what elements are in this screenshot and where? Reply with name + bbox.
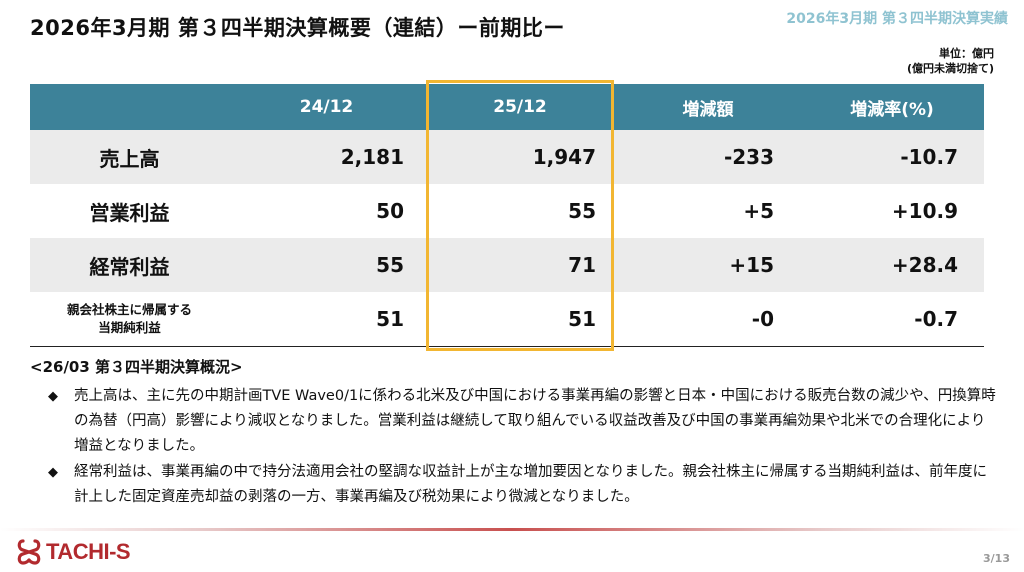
row-label: 経常利益 bbox=[30, 238, 229, 292]
cell-value: -10.7 bbox=[800, 130, 984, 184]
section-header: 2026年3月期 第３四半期決算実績 bbox=[786, 11, 1008, 27]
cell-value: 51 bbox=[424, 292, 616, 347]
bullet-text: 経常利益は、事業再編の中で持分法適用会社の堅調な収益計上が主な増加要因となりまし… bbox=[74, 464, 988, 505]
unit-rounding-note: (億円未満切捨て) bbox=[906, 62, 994, 75]
cell-value: 2,181 bbox=[229, 130, 424, 184]
header-blank bbox=[30, 84, 229, 130]
cell-value: 55 bbox=[568, 199, 596, 223]
summary-heading: <26/03 第３四半期決算概況> bbox=[30, 358, 243, 376]
footer-divider bbox=[0, 528, 1024, 531]
list-item: ◆ 売上高は、主に先の中期計画TVE Wave0/1に係わる北米及び中国における… bbox=[46, 384, 996, 459]
cell-value: +28.4 bbox=[800, 238, 984, 292]
page-number: 3/13 bbox=[983, 552, 1010, 565]
list-item: ◆ 経常利益は、事業再編の中で持分法適用会社の堅調な収益計上が主な増加要因となり… bbox=[46, 460, 996, 510]
cell-value: +5 bbox=[743, 199, 774, 223]
cell-value: -233 bbox=[616, 130, 800, 184]
cell-value: +15 bbox=[616, 238, 800, 292]
column-header: 25/12 bbox=[424, 84, 616, 130]
unit-label: 単位：億円 bbox=[939, 47, 994, 60]
row-label: 営業利益 bbox=[89, 200, 170, 225]
company-logo: TACHI-S bbox=[16, 537, 131, 567]
diamond-bullet-icon: ◆ bbox=[48, 465, 58, 480]
unit-note: 単位：億円 (億円未満切捨て) bbox=[907, 46, 994, 76]
cell-value: 55 bbox=[229, 238, 424, 292]
table-header-row: 24/12 25/12 増減額 増減率(%) bbox=[30, 84, 984, 130]
cell-value: 51 bbox=[229, 292, 424, 347]
cell-value: -0.7 bbox=[800, 292, 984, 347]
column-header: 24/12 bbox=[229, 84, 424, 130]
row-label-line: 当期純利益 bbox=[98, 320, 161, 335]
cell-value: +10.9 bbox=[891, 199, 958, 223]
table-row: 親会社株主に帰属する 当期純利益 51 51 -0 -0.7 bbox=[30, 292, 984, 347]
cell-value: 71 bbox=[424, 238, 616, 292]
diamond-bullet-icon: ◆ bbox=[48, 389, 58, 404]
cell-value: 50 bbox=[376, 199, 404, 223]
table-row: 売上高 2,181 1,947 -233 -10.7 bbox=[30, 130, 984, 184]
column-header: 増減率(%) bbox=[800, 84, 984, 130]
financial-summary-table: 24/12 25/12 増減額 増減率(%) 売上高 2,181 1,947 -… bbox=[30, 84, 984, 347]
tachi-s-logo-icon bbox=[17, 539, 41, 565]
logo-text: TACHI-S bbox=[46, 539, 131, 564]
page-title: 2026年3月期 第３四半期決算概要（連結）ー前期比ー bbox=[30, 16, 565, 40]
bullet-text: 売上高は、主に先の中期計画TVE Wave0/1に係わる北米及び中国における事業… bbox=[74, 388, 996, 454]
cell-value: 1,947 bbox=[424, 130, 616, 184]
table-row: 営業利益 50 55 +5 +10.9 bbox=[30, 184, 984, 238]
table-row: 経常利益 55 71 +15 +28.4 bbox=[30, 238, 984, 292]
row-label: 売上高 bbox=[30, 130, 229, 184]
row-label: 親会社株主に帰属する 当期純利益 bbox=[30, 292, 229, 347]
row-label-line: 親会社株主に帰属する bbox=[66, 302, 192, 317]
column-header: 増減額 bbox=[616, 84, 800, 130]
summary-bullets: ◆ 売上高は、主に先の中期計画TVE Wave0/1に係わる北米及び中国における… bbox=[46, 384, 996, 511]
cell-value: -0 bbox=[616, 292, 800, 347]
